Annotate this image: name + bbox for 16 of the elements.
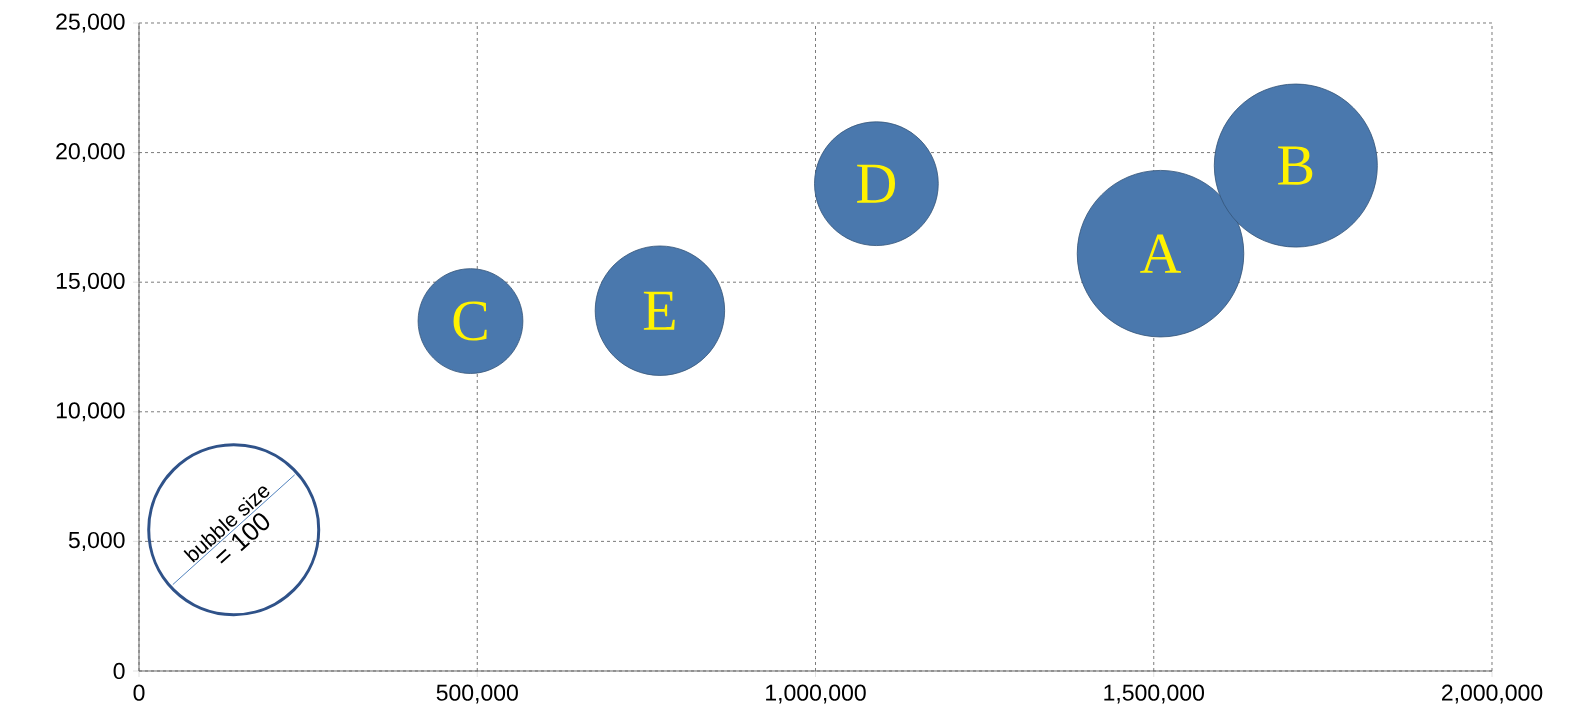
x-tick-label: 1,000,000 [766,684,866,704]
y-tick-label: 15,000 [56,272,125,292]
y-tick-label: 10,000 [56,402,125,422]
x-tick-label: 2,000,000 [1442,684,1543,704]
x-tick-label: 0 [133,684,145,701]
annotation: B [1278,146,1313,185]
annotation: D [857,164,896,203]
x-tick-label: 500,000 [436,684,518,704]
annotation: A [1140,234,1182,273]
y-tick-label: 25,000 [56,13,125,33]
y-tick-label: 5,000 [68,531,125,551]
y-tick-label: 20,000 [56,143,125,163]
y-tick-label: 0 [113,662,125,680]
annotation: E [643,291,675,330]
x-tick-label: 1,500,000 [1104,684,1205,704]
annotation: C [453,301,487,341]
